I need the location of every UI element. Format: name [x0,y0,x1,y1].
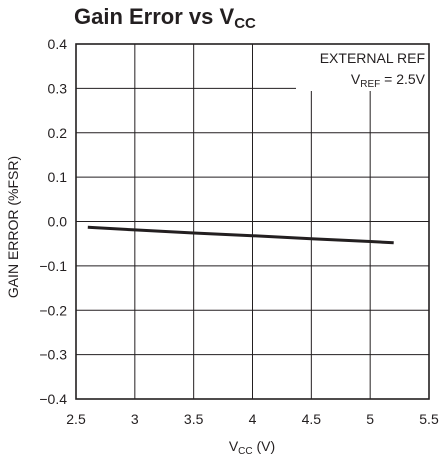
x-tick-label: 3.5 [184,411,204,427]
x-axis-label: VCC (V) [229,438,275,457]
x-tick-label: 2.5 [66,411,86,427]
y-tick-label: 0.3 [48,80,68,96]
x-tick-labels: 2.5 3 3.5 4 4.5 5 5.5 [66,411,439,427]
y-tick-label: 0.1 [48,169,68,185]
x-axis-label-main: V [229,438,239,454]
y-tick-label: −0.4 [39,391,67,407]
y-tick-label: −0.1 [39,258,67,274]
annotation-line-2: VREF = 2.5V [351,71,426,90]
y-tick-label: 0.0 [48,214,68,230]
y-tick-label: 0.4 [48,36,68,52]
y-tick-labels: 0.4 0.3 0.2 0.1 0.0 −0.1 −0.2 −0.3 −0.4 [39,36,67,407]
series-line [87,225,394,245]
x-tick-label: 5 [366,411,374,427]
x-tick-label: 4 [249,411,257,427]
plot-frame [75,43,430,400]
x-axis-label-unit: (V) [253,438,276,454]
x-tick-label: 5.5 [419,411,439,427]
grid-lines [76,44,429,399]
x-axis-label-sub: CC [238,446,252,457]
x-tick-label: 3 [131,411,139,427]
x-tick-label: 4.5 [302,411,322,427]
series-group [87,225,394,245]
annotations: EXTERNAL REF VREF = 2.5V [320,50,426,90]
y-axis-label: GAIN ERROR (%FSR) [5,156,21,298]
chart-title: Gain Error vs VCC [74,4,256,32]
y-tick-label: 0.2 [48,125,68,141]
annotation-line-1: EXTERNAL REF [320,50,425,66]
y-tick-label: −0.2 [39,302,67,318]
y-tick-label: −0.3 [39,347,67,363]
